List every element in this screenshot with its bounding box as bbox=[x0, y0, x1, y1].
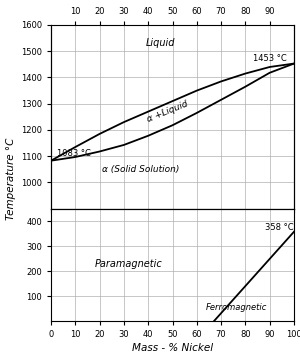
Text: 358 °C: 358 °C bbox=[265, 223, 293, 232]
Text: α +Liquid: α +Liquid bbox=[146, 99, 190, 124]
Text: α (Solid Solution): α (Solid Solution) bbox=[102, 165, 180, 174]
Text: Paramagnetic: Paramagnetic bbox=[95, 259, 163, 269]
Text: Temperature °C: Temperature °C bbox=[5, 137, 16, 220]
Text: Ferromagnetic: Ferromagnetic bbox=[206, 303, 267, 312]
X-axis label: Mass - % Nickel: Mass - % Nickel bbox=[132, 343, 213, 353]
Text: 1083 °C: 1083 °C bbox=[57, 149, 91, 158]
Text: 1453 °C: 1453 °C bbox=[253, 54, 287, 63]
Text: Liquid: Liquid bbox=[146, 38, 175, 48]
